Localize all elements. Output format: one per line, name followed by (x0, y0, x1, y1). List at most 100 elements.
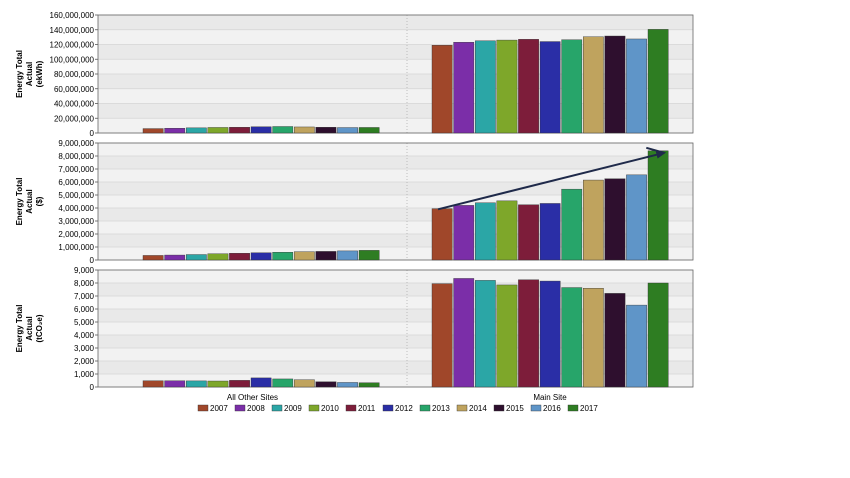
bar-2010-other-sites (207, 127, 229, 134)
y-tick-label: 9,000 (74, 266, 95, 275)
bar-2008-other-sites (164, 254, 186, 261)
bar-2009-main-site (475, 202, 496, 261)
plot-frame (97, 269, 694, 388)
grid-band (98, 103, 693, 119)
y-tick-label: 8,000 (74, 279, 95, 288)
bar-2011-main-site (518, 279, 539, 388)
bar-2007-main-site (431, 283, 453, 388)
bar-2017-other-sites (358, 127, 380, 134)
legend-label-2012: 2012 (395, 404, 413, 413)
grid-band (98, 156, 693, 169)
bar-2016-other-sites (337, 250, 358, 261)
legend-swatch-2013 (419, 404, 431, 412)
grid-band (98, 44, 693, 60)
y-tick-label: 6,000 (74, 305, 95, 314)
legend-label-2009: 2009 (284, 404, 302, 413)
y-axis-label-line: (tCO₂e) (35, 314, 44, 342)
bar-2016-other-sites (337, 382, 358, 388)
bar-2008-main-site (453, 278, 475, 388)
bar-2010-main-site (496, 284, 518, 388)
grid-band (98, 182, 693, 195)
legend-label-2016: 2016 (543, 404, 561, 413)
bar-2015-other-sites (315, 251, 337, 261)
bar-2011-other-sites (229, 253, 250, 261)
y-axis-label-line: Actual (25, 316, 34, 340)
y-tick-label: 120,000,000 (50, 41, 95, 50)
y-axis-label-line: Energy Total (15, 305, 24, 353)
bar-2007-other-sites (142, 380, 164, 388)
bar-2012-other-sites (250, 377, 272, 388)
chart-panel-1: 0 20,000,000 40,000,000 60,000,000 80,000,00… (15, 11, 694, 138)
y-tick-label: 3,000,000 (58, 217, 94, 226)
y-tick-label: 5,000 (74, 318, 95, 327)
bar-2011-main-site (518, 39, 539, 134)
legend-label-2011: 2011 (358, 404, 376, 413)
legend-label-2007: 2007 (210, 404, 228, 413)
bar-2014-other-sites (294, 379, 315, 388)
bar-2012-main-site (539, 203, 561, 261)
bar-2008-main-site (453, 205, 475, 261)
legend-swatch-2007 (197, 404, 209, 412)
bar-2012-other-sites (250, 252, 272, 261)
y-tick-label: 1,000,000 (58, 243, 94, 252)
bar-2013-other-sites (272, 126, 294, 134)
bar-2008-main-site (453, 42, 475, 134)
bar-2014-other-sites (294, 251, 315, 261)
bar-2013-main-site (561, 287, 583, 388)
trend-arrow-head-top (646, 146, 665, 154)
legend-swatch-2009 (271, 404, 283, 412)
legend-label-2013: 2013 (432, 404, 450, 413)
y-tick-label: 4,000 (74, 331, 95, 340)
grid-band (98, 335, 693, 348)
chart-panel-2: 0 1,000,000 2,000,000 3,000,000 4,000,000 5,0… (15, 139, 694, 265)
y-axis-label-line: (ekWh) (35, 60, 44, 87)
bar-2012-main-site (539, 280, 561, 388)
bar-2010-main-site (496, 39, 518, 134)
y-tick-label: 0 (90, 129, 95, 138)
y-tick-label: 2,000,000 (58, 230, 94, 239)
y-axis-label-line: ($) (35, 196, 44, 206)
y-tick-label: 0 (90, 383, 95, 392)
y-axis-label-line: Actual (25, 189, 34, 213)
bar-2010-other-sites (207, 380, 229, 388)
bar-2009-other-sites (185, 127, 207, 134)
bar-2014-main-site (583, 288, 604, 388)
bar-2013-other-sites (272, 251, 294, 261)
grid-band (98, 74, 693, 89)
legend-swatch-2014 (456, 404, 468, 412)
legend-swatch-2008 (234, 404, 246, 412)
bar-2007-main-site (431, 45, 453, 134)
y-tick-label: 5,000,000 (58, 191, 94, 200)
bar-2007-other-sites (142, 255, 164, 261)
grid-band (98, 15, 693, 30)
grid-band (98, 208, 693, 221)
y-tick-label: 160,000,000 (50, 11, 95, 20)
y-tick-label: 7,000 (74, 292, 95, 301)
y-axis-label-line: Actual (25, 62, 34, 86)
legend-label-2014: 2014 (469, 404, 487, 413)
bar-2007-main-site (431, 208, 453, 261)
bar-2013-other-sites (272, 378, 294, 388)
bar-2015-main-site (604, 293, 626, 388)
bar-2016-other-sites (337, 127, 358, 134)
legend-swatch-2010 (308, 404, 320, 412)
bar-2014-other-sites (294, 126, 315, 134)
bar-2014-main-site (583, 179, 604, 261)
bar-2013-main-site (561, 39, 583, 134)
category-label: Main Site (533, 393, 567, 402)
bar-2007-other-sites (142, 128, 164, 134)
y-tick-label: 60,000,000 (54, 85, 95, 94)
bar-2009-main-site (475, 40, 496, 134)
y-tick-label: 7,000,000 (58, 165, 94, 174)
bar-2008-other-sites (164, 380, 186, 388)
bar-2012-other-sites (250, 126, 272, 134)
y-axis-label-line: Energy Total (15, 178, 24, 226)
legend-swatch-2011 (345, 404, 357, 412)
bar-2013-main-site (561, 188, 583, 261)
bar-2010-main-site (496, 200, 518, 261)
y-tick-label: 2,000 (74, 357, 95, 366)
legend-label-2008: 2008 (247, 404, 265, 413)
grid-band (98, 234, 693, 247)
bar-2009-other-sites (185, 380, 207, 388)
